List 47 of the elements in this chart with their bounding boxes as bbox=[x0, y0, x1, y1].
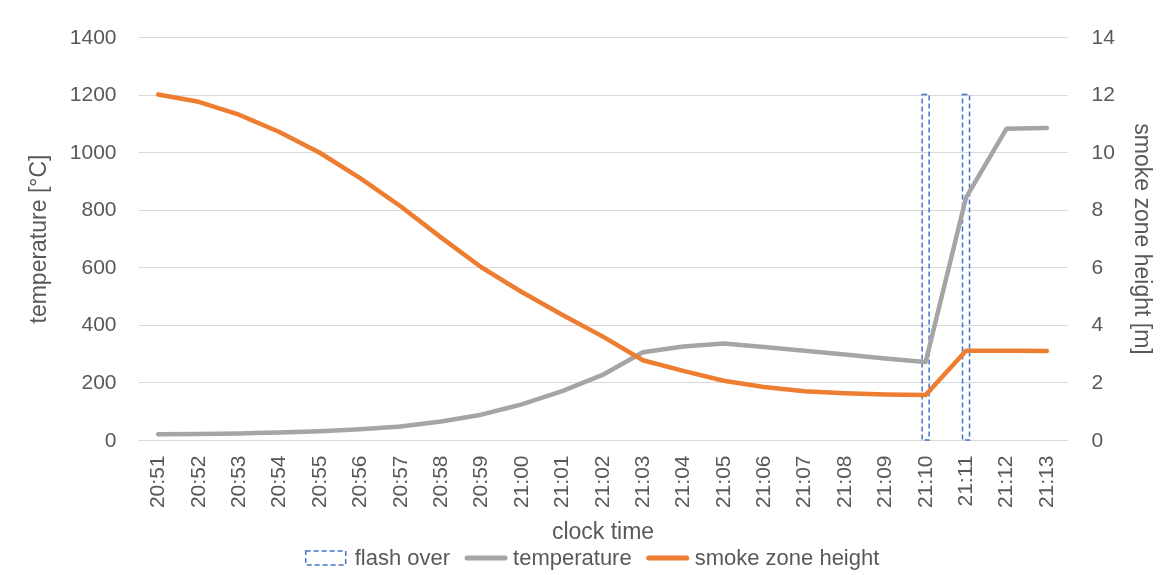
x-tick-label: 20:55 bbox=[306, 455, 330, 509]
y-tick-label: 400 bbox=[81, 312, 117, 336]
y2-tick-label: 4 bbox=[1091, 312, 1104, 336]
y2-tick-label: 14 bbox=[1091, 24, 1116, 48]
y2-tick-label: 2 bbox=[1091, 369, 1104, 393]
line-series bbox=[155, 125, 1050, 437]
x-tick-label: 21:06 bbox=[751, 455, 775, 509]
x-tick-label: 21:04 bbox=[670, 455, 694, 509]
legend-label: flash over bbox=[354, 545, 451, 570]
y-tick-label: 1200 bbox=[69, 82, 117, 106]
y-tick-label: 600 bbox=[81, 254, 117, 278]
x-tick-label: 21:10 bbox=[912, 455, 936, 509]
x-tick-label: 20:51 bbox=[145, 455, 169, 509]
x-tick-label: 21:12 bbox=[993, 455, 1017, 509]
y-tick-label: 800 bbox=[81, 197, 117, 221]
x-tick-label: 21:01 bbox=[549, 455, 573, 509]
x-tick-label: 20:56 bbox=[347, 455, 371, 509]
x-tick-label: 21:03 bbox=[629, 455, 653, 509]
x-tick-label: 21:09 bbox=[872, 455, 896, 509]
x-tick-label: 21:00 bbox=[508, 455, 532, 509]
y2-tick-label: 6 bbox=[1091, 254, 1104, 278]
x-tick-label: 20:57 bbox=[387, 455, 411, 509]
x-tick-label: 21:05 bbox=[710, 455, 734, 509]
y-tick-label: 0 bbox=[104, 427, 117, 451]
x-tick-label: 21:13 bbox=[1033, 455, 1057, 509]
x-tick-label: 20:59 bbox=[468, 455, 492, 509]
legend-label: temperature bbox=[513, 545, 632, 570]
y2-tick-label: 0 bbox=[1091, 427, 1104, 451]
y-tick-label: 1400 bbox=[69, 24, 117, 48]
x-tick-label: 21:08 bbox=[831, 455, 855, 509]
y-tick-label: 200 bbox=[81, 369, 117, 393]
y2-axis-title: smoke zone height [m] bbox=[1129, 123, 1156, 355]
x-axis-title: clock time bbox=[551, 518, 655, 545]
x-tick-label: 20:53 bbox=[225, 455, 249, 509]
line-series bbox=[155, 92, 1050, 398]
x-tick-label: 20:58 bbox=[427, 455, 451, 509]
legend-label: smoke zone height bbox=[694, 545, 880, 570]
x-tick-label: 21:11 bbox=[953, 455, 977, 507]
x-tick-label: 21:07 bbox=[791, 455, 815, 509]
y2-tick-label: 10 bbox=[1091, 139, 1115, 163]
y2-tick-label: 8 bbox=[1091, 197, 1104, 221]
x-tick-label: 20:54 bbox=[266, 455, 290, 509]
x-tick-label: 20:52 bbox=[185, 455, 209, 509]
y2-tick-label: 12 bbox=[1091, 82, 1115, 106]
x-tick-label: 21:02 bbox=[589, 455, 613, 509]
y-axis-title: temperature [°C] bbox=[24, 154, 51, 324]
y-tick-label: 1000 bbox=[69, 139, 117, 163]
